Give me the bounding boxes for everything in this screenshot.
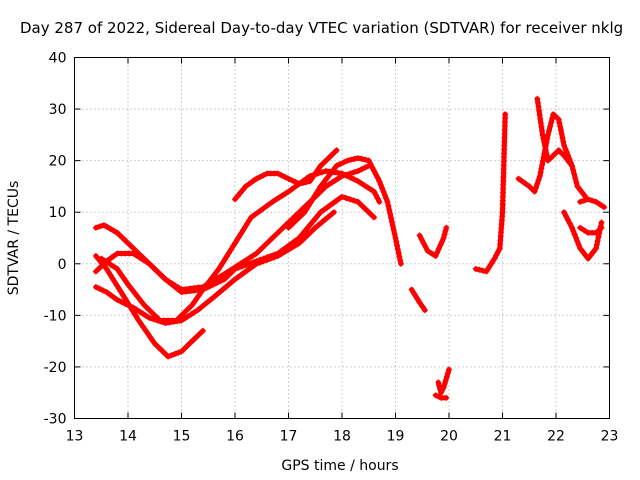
series-arc-16 [577, 196, 608, 211]
y-tick-label: -30 [44, 412, 67, 428]
x-tick-label: 14 [119, 429, 137, 445]
y-tick-label: 0 [58, 257, 67, 273]
y-tick-label: 40 [49, 51, 67, 67]
x-tick-label: 15 [173, 429, 191, 445]
series-arc-9 [416, 224, 450, 259]
series-arc-3 [92, 253, 206, 360]
y-axis-label: SDTVAR / TECUs [6, 181, 22, 296]
plus-markers [534, 95, 575, 169]
gridlines [74, 57, 610, 419]
x-tick-label: 20 [440, 429, 458, 445]
series-arc-2 [92, 209, 337, 327]
series-arc-6 [232, 147, 340, 203]
plus-markers [408, 286, 428, 314]
y-tick-label: -10 [44, 308, 67, 324]
plus-markers [232, 147, 340, 203]
series-trace [232, 147, 340, 202]
plus-markers [472, 111, 509, 275]
series-arc-8 [408, 286, 428, 314]
series-arc-15 [561, 209, 605, 262]
plus-markers [577, 196, 608, 211]
series-arc-10 [435, 366, 452, 396]
series-arc-17 [577, 224, 605, 236]
x-axis-label: GPS time / hours [281, 458, 398, 474]
x-tick-label: 19 [387, 429, 405, 445]
plus-markers [435, 366, 452, 396]
plus-markers [432, 392, 450, 401]
x-tick-label: 17 [280, 429, 298, 445]
plus-markers [561, 209, 605, 262]
y-tick-label: 30 [49, 102, 67, 118]
x-tick-label: 23 [601, 429, 619, 445]
y-tick-label: 10 [49, 205, 67, 221]
series-arc-7 [285, 155, 404, 267]
plus-markers [92, 209, 337, 327]
y-tick-label: 20 [49, 154, 67, 170]
axis-ticks: 13 14 15 16 17 18 19 20 21 22 23 -30 -20 -10 0 10 20 30 40 [44, 51, 619, 445]
plus-markers [577, 224, 605, 236]
chart-title: Day 287 of 2022, Sidereal Day-to-day VTE… [20, 19, 623, 37]
plus-markers [285, 155, 404, 267]
series-trace [93, 253, 206, 360]
x-tick-label: 22 [547, 429, 565, 445]
series-arc-14 [534, 95, 575, 169]
series-arc-11 [432, 392, 450, 401]
plus-markers [416, 224, 450, 259]
y-tick-label: -20 [44, 360, 67, 376]
x-tick-label: 13 [66, 429, 84, 445]
data-series [92, 95, 608, 401]
x-tick-label: 18 [333, 429, 351, 445]
x-tick-label: 21 [494, 429, 512, 445]
series-arc-12 [472, 111, 509, 275]
plus-markers [92, 253, 206, 360]
x-tick-label: 16 [226, 429, 244, 445]
